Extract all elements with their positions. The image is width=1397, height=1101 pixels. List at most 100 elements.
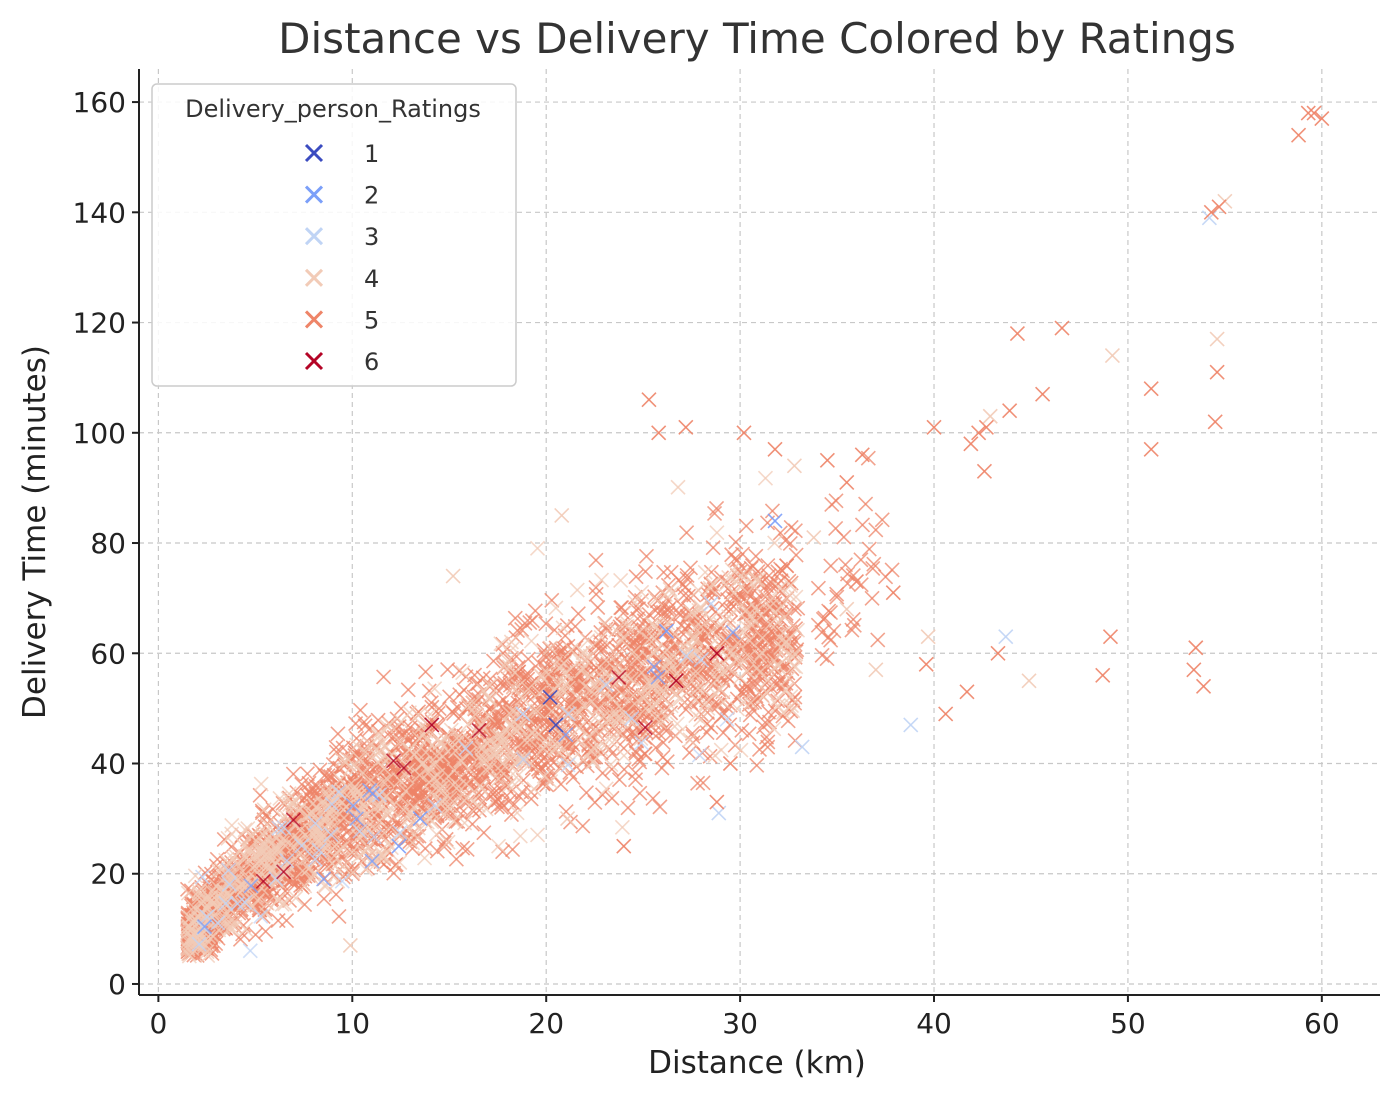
x-tick-label: 40 [916,1007,952,1040]
data-point-5 [348,716,364,732]
data-point-4 [529,827,546,843]
data-point-5 [774,681,790,697]
data-point-4 [868,662,884,678]
data-point-5 [959,684,975,700]
y-tick-label: 100 [73,417,126,450]
data-point-5 [681,745,698,761]
y-tick-label: 60 [90,637,126,670]
data-point-5 [858,496,874,512]
data-point-5 [1009,326,1025,342]
data-point-5 [679,525,695,541]
data-point-5 [861,541,877,557]
data-point-4 [920,629,936,645]
data-point-3 [794,739,810,755]
data-point-4 [410,707,426,723]
data-point-5 [829,586,845,602]
data-point-5 [978,419,994,435]
data-point-5 [504,842,521,858]
data-point-5 [278,912,295,929]
data-point-4 [766,721,782,737]
data-point-5 [660,577,676,593]
data-point-5 [823,558,839,574]
data-point-5 [738,518,754,534]
data-point-5 [868,522,884,538]
data-point-5 [553,776,569,792]
data-point-4 [670,479,686,495]
y-axis-label: Delivery Time (minutes) [17,345,53,719]
data-point-5 [670,606,687,622]
data-point-5 [788,547,804,563]
data-point-3 [242,943,258,959]
legend-label: 5 [364,306,379,334]
data-point-5 [216,831,232,848]
data-point-4 [786,458,802,474]
data-point-4 [982,408,998,424]
data-point-5 [877,569,894,585]
data-point-5 [836,529,852,545]
data-point-5 [1035,386,1051,402]
data-point-5 [709,500,725,517]
data-point-5 [854,517,871,533]
data-point-5 [613,600,629,616]
data-point-5 [874,512,890,528]
data-point-4 [491,838,507,854]
data-point-5 [853,552,869,568]
data-point-5 [442,689,458,705]
data-point-4 [445,568,461,584]
data-point-5 [538,616,554,632]
x-tick-label: 50 [1110,1007,1146,1040]
x-tick-label: 10 [334,1007,370,1040]
data-point-5 [448,851,464,867]
data-point-5 [544,592,560,608]
x-axis-label: Distance (km) [648,1045,866,1081]
data-point-5 [760,558,776,574]
data-point-5 [1002,403,1018,419]
data-point-5 [736,425,752,441]
data-point-5 [837,557,854,573]
data-point-4 [1209,331,1225,347]
data-point-4 [614,819,630,835]
data-point-4 [1021,673,1037,689]
y-tick-label: 160 [73,86,126,119]
data-point-5 [655,749,671,765]
x-ticks: 0 10 20 30 40 50 60 [149,995,1340,1040]
data-point-3 [998,629,1014,645]
legend-label: 1 [364,140,379,168]
data-point-5 [829,589,845,605]
data-point-4 [613,572,629,589]
data-point-5 [1102,629,1119,645]
data-point-5 [538,649,554,666]
data-point-4 [427,681,443,697]
data-point-4 [523,633,540,649]
data-point-5 [854,447,870,463]
data-point-5 [440,661,456,678]
data-point-4 [733,742,749,758]
y-tick-label: 0 [108,968,126,1001]
data-point-4 [569,582,585,598]
data-point-5 [1290,127,1307,143]
data-point-5 [1186,662,1202,678]
y-tick-label: 120 [73,307,126,340]
data-point-5 [357,718,373,734]
data-point-5 [456,682,472,698]
data-point-5 [853,577,869,593]
data-point-5 [976,463,992,479]
data-point-5 [637,564,654,580]
data-point-5 [299,766,315,782]
data-point-5 [814,647,830,663]
data-point-4 [757,470,774,486]
data-point-5 [741,726,757,742]
data-point-5 [588,580,604,596]
data-point-5 [1188,640,1204,656]
legend-label: 3 [364,223,379,251]
data-point-5 [476,825,492,841]
data-point-4 [253,776,269,792]
data-point-5 [429,843,445,859]
data-point-5 [778,558,795,574]
data-point-4 [1104,348,1120,364]
data-point-5 [316,891,332,907]
data-point-5 [1195,678,1212,694]
data-point-5 [645,790,661,807]
data-point-5 [641,392,657,408]
